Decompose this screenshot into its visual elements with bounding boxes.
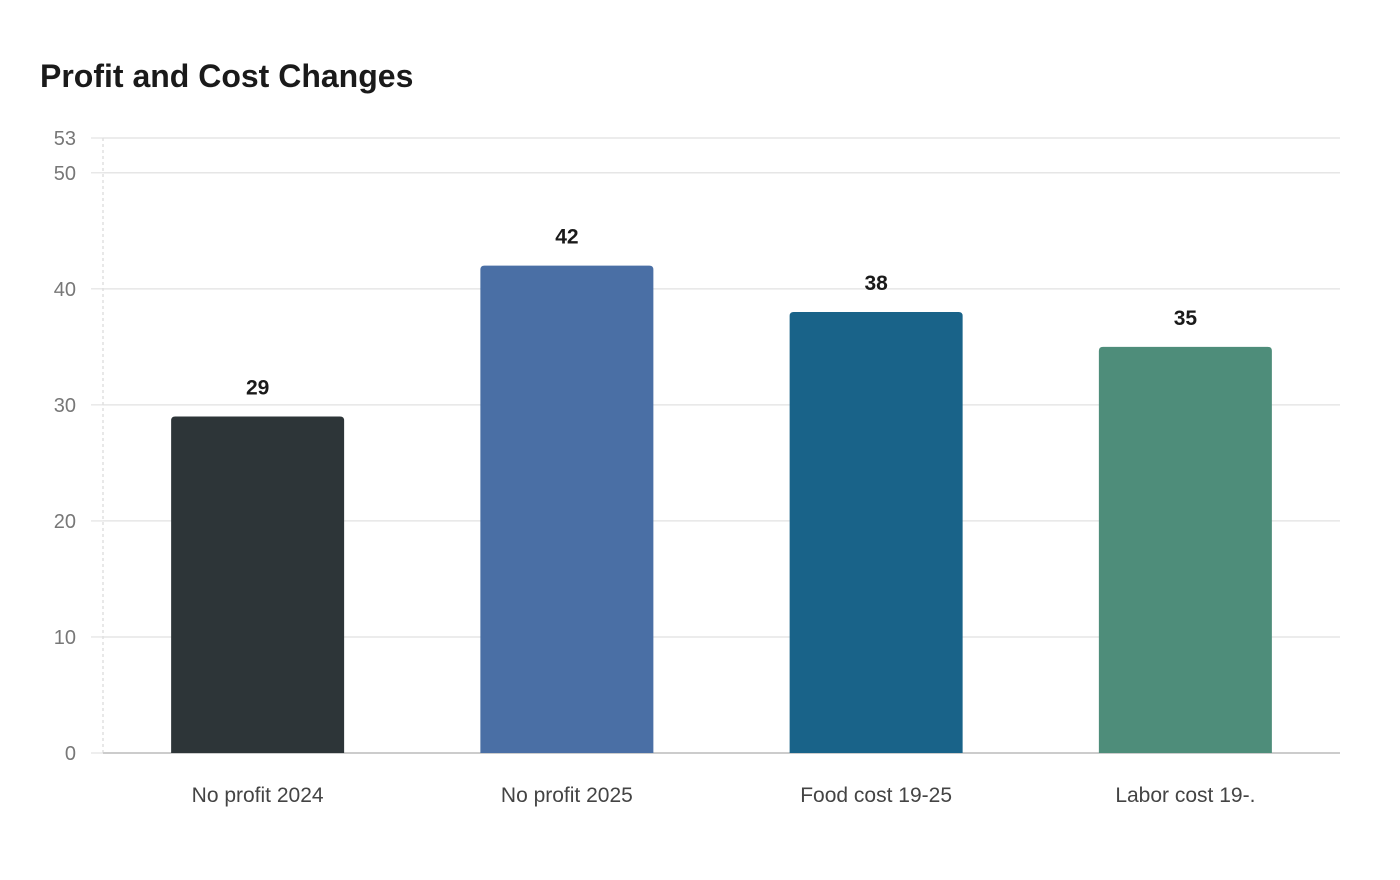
x-category-label: Food cost 19-25 bbox=[800, 784, 952, 807]
bar-value-label: 42 bbox=[555, 226, 578, 249]
x-category-label: No profit 2024 bbox=[192, 784, 324, 807]
y-tick-label: 10 bbox=[54, 627, 76, 649]
bar bbox=[480, 265, 654, 753]
y-tick-label: 40 bbox=[54, 279, 76, 301]
bar bbox=[171, 416, 345, 753]
y-tick-label: 20 bbox=[54, 511, 76, 533]
x-category-label: No profit 2025 bbox=[501, 784, 633, 807]
y-tick-label: 53 bbox=[54, 128, 76, 150]
bar bbox=[1098, 346, 1272, 753]
y-tick-label: 30 bbox=[54, 395, 76, 417]
bar-value-label: 29 bbox=[246, 376, 269, 399]
bars bbox=[171, 265, 1272, 753]
chart-title: Profit and Cost Changes bbox=[40, 58, 414, 94]
bar bbox=[789, 312, 963, 753]
x-category-label: Labor cost 19-. bbox=[1115, 784, 1255, 807]
bar-value-label: 38 bbox=[864, 272, 888, 295]
bar-value-label: 35 bbox=[1174, 307, 1198, 330]
y-tick-label: 50 bbox=[54, 163, 76, 185]
labels: 0 10 20 30 40 50 53 29 No profit 2024 42 No profit… bbox=[54, 128, 1256, 807]
y-tick-label: 0 bbox=[65, 743, 76, 765]
